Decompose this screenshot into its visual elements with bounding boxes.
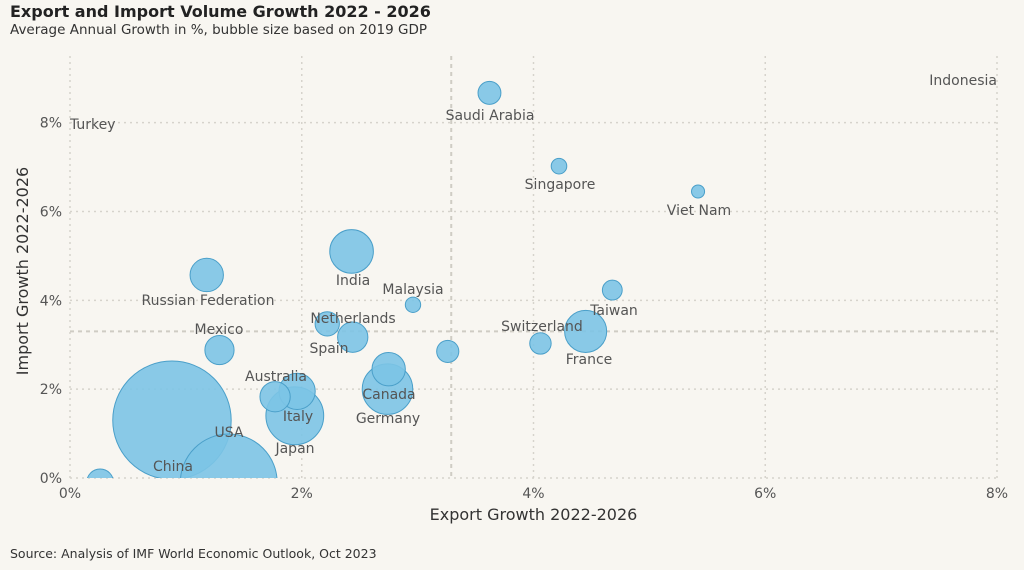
label-india: India [336,273,370,289]
bubble-netherlands [314,311,340,337]
y-tick-label: 0% [40,471,62,487]
x-tick-label: 2% [291,486,313,502]
bubble-turkey [436,339,460,363]
label-turkey: Turkey [69,117,116,133]
bubble-malaysia [404,296,422,313]
label-mexico: Mexico [195,322,244,338]
bubble-viet-nam [691,184,706,199]
label-netherlands: Netherlands [310,311,395,327]
bubble-india [329,229,374,274]
x-tick-label: 6% [754,486,776,502]
label-canada: Canada [362,387,415,403]
label-switzerland: Switzerland [501,319,583,335]
label-france: France [566,352,613,368]
x-tick-label: 4% [522,486,544,502]
label-taiwan: Taiwan [589,303,638,319]
bubble-singapore [550,157,568,175]
x-tick-label: 8% [986,486,1008,502]
label-indonesia: Indonesia [929,73,997,89]
bubbles [86,80,706,478]
bubble-australia [259,381,291,413]
bubble-indonesia [86,468,114,478]
chart-subtitle: Average Annual Growth in %, bubble size … [10,22,427,38]
x-tick-label: 0% [59,486,81,502]
axis-ticks: 0% 2% 4% 6% 8% 0% 2% 4% 6% 8% [40,116,1008,502]
source-note: Source: Analysis of IMF World Economic O… [10,546,377,561]
label-malaysia: Malaysia [382,282,443,298]
bubble-saudi-arabia [477,80,502,105]
label-spain: Spain [309,341,348,357]
bubble-taiwan [601,279,623,301]
chart-title: Export and Import Volume Growth 2022 - 2… [10,2,431,21]
bubble-france [564,309,608,353]
y-tick-label: 6% [40,204,62,220]
label-australia: Australia [245,369,307,385]
bubble-labels: USA China Japan Germany India France Italy Cana… [69,73,997,475]
label-japan: Japan [274,441,314,457]
bubble-mexico [204,334,235,366]
gridlines [69,56,998,479]
y-tick-label: 2% [40,382,62,398]
y-axis-label: Import Growth 2022-2026 [13,167,32,375]
label-italy: Italy [283,409,313,425]
bubble-russian-federation [189,257,224,293]
label-china: China [153,459,193,475]
label-singapore: Singapore [525,177,596,193]
y-tick-label: 4% [40,293,62,309]
x-axis-label: Export Growth 2022-2026 [430,505,638,524]
label-saudi-arabia: Saudi Arabia [446,108,535,124]
label-germany: Germany [356,411,420,427]
bubble-china [180,433,278,478]
bubble-spain [337,321,369,353]
label-russian-federation: Russian Federation [142,293,275,309]
reference-lines [70,56,997,478]
bubble-switzerland [529,332,552,355]
label-viet-nam: Viet Nam [667,203,731,219]
y-tick-label: 8% [40,116,62,132]
bubble-canada [371,351,406,387]
label-usa: USA [215,425,244,441]
